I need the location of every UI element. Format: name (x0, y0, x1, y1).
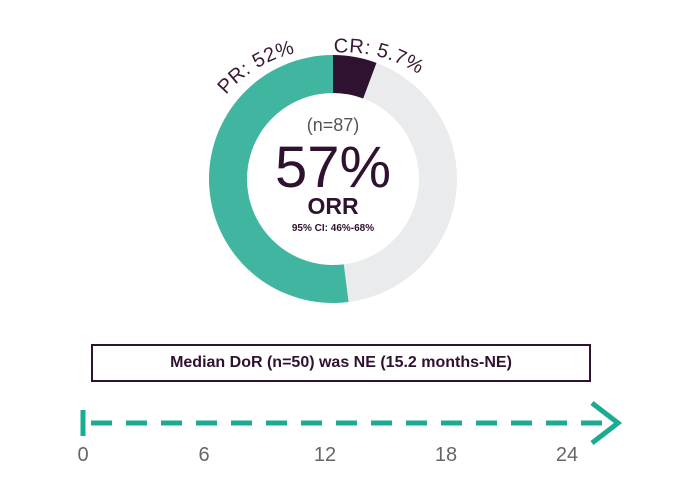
donut-slice-pr (208, 55, 349, 303)
median-dor-text: Median DoR (n=50) was NE (15.2 months-NE… (170, 354, 512, 371)
confidence-interval-label: 95% CI: 46%-68% (292, 223, 374, 234)
timeline-tick-label: 6 (198, 444, 209, 466)
donut-ring (208, 55, 457, 303)
orr-value: 57% (275, 135, 391, 200)
donut-slice-cr (333, 55, 377, 99)
timeline-tick-label: 18 (435, 444, 457, 466)
orr-label: ORR (307, 193, 359, 219)
sample-size-label: (n=87) (307, 115, 360, 135)
timeline-tick-label: 12 (314, 444, 336, 466)
timeline-arrowhead (590, 401, 623, 445)
median-dor-box: Median DoR (n=50) was NE (15.2 months-NE… (91, 344, 591, 382)
timeline-axis: 0 6 12 18 24 (77, 401, 623, 466)
timeline-tick-label: 0 (77, 444, 88, 466)
timeline-tick-label: 24 (556, 444, 578, 466)
